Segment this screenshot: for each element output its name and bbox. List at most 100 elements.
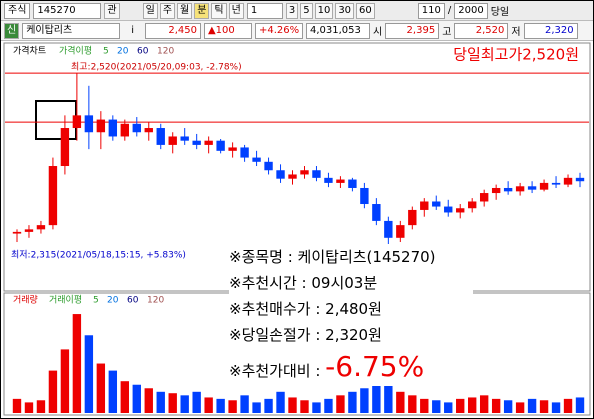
minute-button[interactable]: 30 <box>335 2 355 19</box>
overlay: ※종목명 : 케이탑리츠(145270) ※추천시간 : 09시03분 ※추천매수가… <box>229 244 473 386</box>
period-button[interactable]: 일 <box>142 2 158 19</box>
candle-body <box>420 201 429 210</box>
volume-bar <box>515 402 525 413</box>
candle-body <box>468 201 477 209</box>
candle-body <box>132 123 141 133</box>
candle-body <box>515 186 525 192</box>
count[interactable]: 110 <box>417 2 445 19</box>
candle-body <box>168 136 177 145</box>
volume-bar <box>96 363 106 413</box>
flag[interactable]: 관 <box>104 2 120 19</box>
low: 2,320 <box>523 22 578 39</box>
code[interactable]: 145270 <box>33 2 102 19</box>
candle-body <box>228 147 237 151</box>
highlight-box <box>35 100 77 140</box>
volume-bar <box>144 388 153 413</box>
candle-body <box>276 170 285 179</box>
price: 2,450 <box>144 22 201 39</box>
volume-bar <box>575 397 585 413</box>
volume-bar <box>503 400 513 413</box>
candle-body <box>372 204 381 221</box>
result-line: ※추천가대비 : -6.75% <box>229 353 473 384</box>
volume-bar <box>12 398 22 413</box>
minute-button[interactable]: 3 <box>285 2 299 19</box>
volume-bar <box>24 402 34 413</box>
low-label: 저 <box>511 27 521 38</box>
candle-body <box>120 123 129 137</box>
candle-body <box>408 209 417 226</box>
info-line: ※추천시간 : 09시03분 <box>229 274 378 292</box>
volume-bar <box>108 370 118 413</box>
market[interactable]: 주식 <box>4 2 31 19</box>
candle-body <box>240 147 249 158</box>
period-button[interactable]: 틱 <box>211 2 227 19</box>
candle-body <box>84 115 94 133</box>
candle-body <box>192 140 201 145</box>
volume-bar <box>120 381 129 413</box>
name: 케이탑리츠 <box>22 22 121 39</box>
high-note: 최고:2,520(2021/05/20,09:03, -2.78%) <box>71 62 242 73</box>
candle-body <box>60 128 70 167</box>
minute-button[interactable]: 60 <box>356 2 375 19</box>
volume-bar <box>180 395 189 413</box>
minute-button[interactable]: 5 <box>300 2 313 19</box>
info-line: ※당일손절가 : 2,320원 <box>229 326 382 344</box>
candle-body <box>24 229 34 232</box>
candle-body <box>503 187 513 192</box>
unit[interactable]: 1 <box>246 2 283 19</box>
period-button[interactable]: 월 <box>177 2 193 19</box>
candle-body <box>72 115 82 129</box>
total[interactable]: 2000 <box>454 2 488 19</box>
volume-bar <box>479 395 489 413</box>
candle-body <box>563 177 573 185</box>
high-label: 고 <box>442 27 452 38</box>
volume-bar <box>132 384 141 413</box>
volume-bar <box>432 400 441 413</box>
candle-body <box>396 225 405 238</box>
volume-bar <box>288 397 297 413</box>
ma-period: 20 <box>117 47 129 57</box>
volume-bar <box>48 370 58 413</box>
info[interactable]: i <box>131 25 134 36</box>
volume-bar <box>491 398 501 413</box>
candle-body <box>384 220 393 238</box>
ma-period: 60 <box>137 47 149 57</box>
candle-body <box>300 170 309 175</box>
period-button[interactable]: 년 <box>228 2 244 19</box>
candle-body <box>479 193 489 202</box>
period-button[interactable]: 분 <box>194 2 210 19</box>
volume-bar <box>527 398 537 413</box>
volume-bar <box>84 335 94 413</box>
minute-button[interactable]: 10 <box>314 2 334 19</box>
volume-bar <box>336 395 345 413</box>
candle-body <box>48 166 58 226</box>
volume-bar <box>468 397 477 413</box>
ma-period: 120 <box>147 296 164 306</box>
ma-period: 20 <box>107 296 119 306</box>
candle-body <box>360 187 369 205</box>
volume-bar <box>228 400 237 413</box>
volume-bar <box>264 398 273 413</box>
volume-bar <box>72 314 82 413</box>
volume-bar <box>312 402 321 413</box>
volume-bar <box>539 400 549 413</box>
ma-period: 5 <box>93 296 99 306</box>
volume-bar <box>408 395 417 413</box>
volume-bar <box>240 395 249 413</box>
minutes: 3 5 10 30 60 <box>285 2 375 19</box>
volume-bar <box>563 398 573 413</box>
candle-body <box>36 225 46 230</box>
volume-bar <box>276 391 285 413</box>
high: 2,520 <box>454 22 509 39</box>
change: ▲100 <box>203 22 252 39</box>
candle-body <box>312 170 321 178</box>
volume-bar <box>216 398 225 413</box>
period-button[interactable]: 주 <box>159 2 176 19</box>
today[interactable]: 당일 <box>490 7 510 18</box>
info-line: ※추천매수가 : 2,480원 <box>229 300 382 318</box>
volume-bar <box>36 400 46 413</box>
result: -6.75% <box>325 350 425 383</box>
